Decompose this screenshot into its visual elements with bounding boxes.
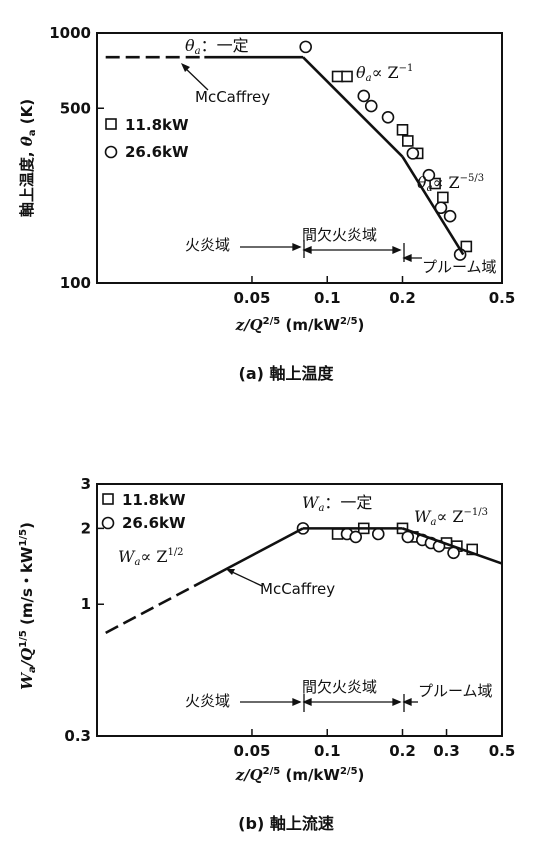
annot-mccaffrey-a: McCaffrey xyxy=(195,88,270,106)
legend-circle-b xyxy=(101,516,115,530)
caption-b: (b) 軸上流速 xyxy=(238,814,334,833)
legend-square-a xyxy=(105,118,117,130)
point-circle-3 xyxy=(371,527,385,541)
point-square-7 xyxy=(460,240,473,253)
y-tick-label-3: 3 xyxy=(81,475,91,493)
legend-square-b xyxy=(102,493,114,505)
zone-plume-b: プルーム域 xyxy=(418,682,493,700)
point-circle-5 xyxy=(422,168,436,182)
mccaffrey-arrow-a xyxy=(182,65,209,91)
panel-a: 0.05 0.1 0.2 0.5 100 500 1000 軸上温度, θa (K) z/Q… xyxy=(18,24,515,383)
y-tick-label-0: 0.3 xyxy=(64,727,91,745)
point-circle-4 xyxy=(406,147,420,160)
annot-law-z1-a: θa∝ Z−1 xyxy=(356,63,413,84)
y-tick-label-1: 500 xyxy=(60,99,91,117)
x-tick-label-2: 0.2 xyxy=(389,289,416,307)
legend-label-26kw-a: 26.6kW xyxy=(125,143,189,161)
x-tick-label-3: 0.3 xyxy=(433,742,460,760)
zone-plume-a: プルーム域 xyxy=(422,258,497,276)
x-tick-label-1: 0.1 xyxy=(314,742,341,760)
point-circle-4 xyxy=(401,530,415,544)
legend-circle-a xyxy=(104,145,118,159)
y-tick-label-1: 1 xyxy=(81,595,91,613)
xlabel-b: z/Q2/5 (m/kW2/5) xyxy=(235,766,365,784)
point-circle-0 xyxy=(299,40,312,54)
x-tick-label-0: 0.05 xyxy=(233,742,270,760)
point-circle-2 xyxy=(349,530,363,544)
plot-frame-b xyxy=(96,483,503,737)
y-tick-label-2: 2 xyxy=(81,519,91,537)
zone-intermittent-b: 間欠火炎域 xyxy=(302,678,377,696)
ylabel-a: 軸上温度, θa (K) xyxy=(18,99,38,217)
mccaffrey-segment-2 xyxy=(402,527,503,565)
x-tick-label-3: 0.5 xyxy=(489,289,516,307)
mccaffrey-segment-0 xyxy=(203,527,304,582)
annot-law-z12-b: Wa∝ Z1/2 xyxy=(118,547,184,568)
zone-arrows-a xyxy=(240,240,422,262)
zone-arrows-b xyxy=(240,694,418,712)
mccaffrey-segment-1 xyxy=(302,56,404,158)
x-tick-label-1: 0.1 xyxy=(314,289,341,307)
annot-law-z53-a: θa∝ Z−5/3 xyxy=(417,173,484,194)
y-tick-label-2: 1000 xyxy=(49,24,91,42)
xlabel-a: z/Q2/5 (m/kW2/5) xyxy=(235,316,365,334)
annot-constant-a: θa：一定 xyxy=(185,36,249,57)
mccaffrey-arrowhead-a xyxy=(181,63,190,72)
x-tick-label-4: 0.5 xyxy=(489,742,516,760)
mccaffrey-arrowhead-b xyxy=(226,569,235,575)
marks-b xyxy=(105,522,503,634)
x-tick-label-2: 0.2 xyxy=(389,742,416,760)
mccaffrey-segment-2 xyxy=(401,156,465,256)
ylabel-b: Wa/Q1/5 (m/s・kW1/5) xyxy=(18,522,38,690)
point-square-5 xyxy=(429,177,441,190)
point-circle-2 xyxy=(364,99,378,113)
legend-label-11kw-a: 11.8kW xyxy=(125,116,189,134)
y-tick-label-0: 100 xyxy=(60,274,91,292)
marks-a xyxy=(105,40,473,261)
point-square-6 xyxy=(466,543,478,556)
legend-label-11kw-b: 11.8kW xyxy=(122,491,186,509)
annot-law-z13-b: Wa∝ Z−1/3 xyxy=(414,507,488,528)
point-square-2 xyxy=(396,124,409,136)
annot-constant-b: Wa：一定 xyxy=(302,493,372,514)
ticks-a: 0.05 0.1 0.2 0.5 100 500 1000 xyxy=(49,24,515,307)
point-square-0 xyxy=(331,70,344,83)
annot-mccaffrey-b: McCaffrey xyxy=(260,580,335,598)
point-circle-1 xyxy=(357,89,371,103)
point-circle-7 xyxy=(443,209,457,223)
ticks-b: 0.05 0.1 0.2 0.3 0.5 0.3 1 2 3 xyxy=(64,475,515,760)
zone-flame-a: 火炎域 xyxy=(185,236,230,254)
zone-flame-b: 火炎域 xyxy=(185,692,230,710)
point-square-1 xyxy=(341,70,353,83)
panel-b: 0.05 0.1 0.2 0.3 0.5 0.3 1 2 3 Wa/Q1/5 (m/s・kW1/… xyxy=(18,475,515,833)
caption-a: (a) 軸上温度 xyxy=(239,364,335,383)
point-square-3 xyxy=(402,135,414,147)
mccaffrey-segment-dashed xyxy=(105,579,205,634)
legend-label-26kw-b: 26.6kW xyxy=(122,514,186,532)
plot-frame-a xyxy=(96,32,503,284)
zone-intermittent-a: 間欠火炎域 xyxy=(302,226,377,244)
point-square-6 xyxy=(437,191,449,204)
mccaffrey-arrow-b xyxy=(229,570,263,587)
x-tick-label-0: 0.05 xyxy=(233,289,270,307)
point-circle-3 xyxy=(381,111,395,124)
